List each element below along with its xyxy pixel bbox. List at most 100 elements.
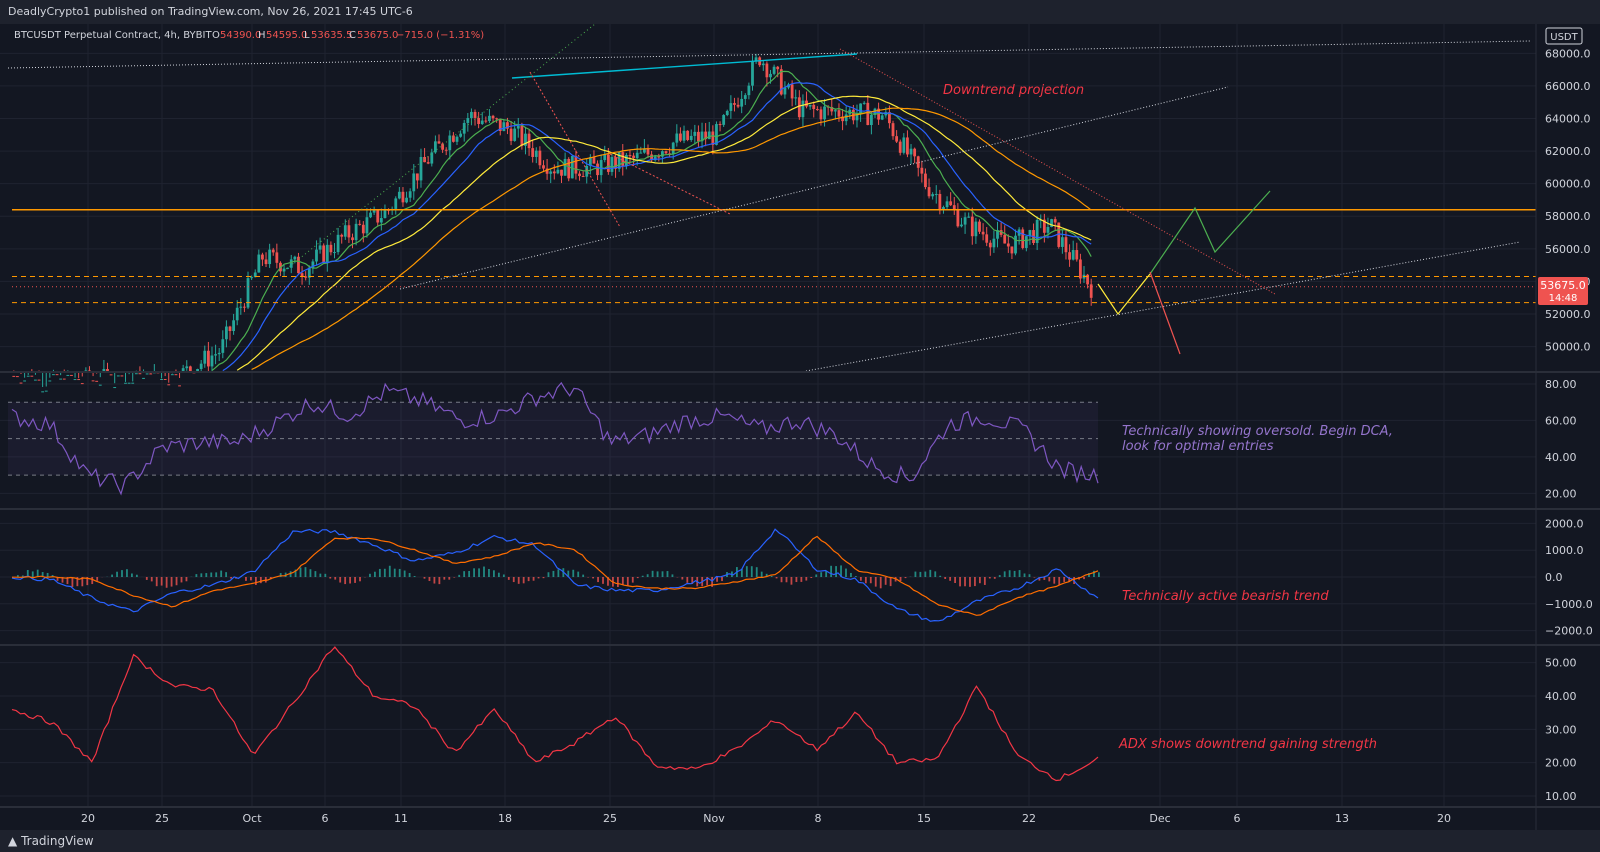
- candle-body: [988, 242, 992, 248]
- macd-histogram-bar: [220, 570, 223, 577]
- candle-body: [560, 169, 563, 176]
- candle-body: [102, 369, 106, 371]
- macd-histogram-bar: [334, 577, 337, 580]
- macd-histogram-bar: [1013, 570, 1016, 577]
- candle-body: [952, 205, 956, 210]
- macd-histogram-bar: [121, 570, 123, 577]
- macd-histogram-bar: [760, 571, 763, 577]
- macd-histogram-bar: [750, 566, 753, 577]
- candle-body: [747, 85, 751, 96]
- candle-body: [365, 217, 369, 234]
- x-axis[interactable]: 20 25 Oct 6 11 18 25 Nov 8 15 22 Dec 6 13 20: [81, 812, 1451, 825]
- candle-body: [686, 130, 690, 140]
- candle-body: [621, 152, 625, 166]
- chart-canvas[interactable]: 68000.066000.064000.062000.060000.058000…: [0, 24, 1600, 830]
- macd-histogram-bar: [31, 571, 34, 577]
- macd-y-tick-label: −2000.0: [1545, 625, 1593, 638]
- candle-body: [48, 380, 52, 382]
- candle-body: [783, 87, 787, 95]
- macd-histogram-bar: [944, 577, 947, 579]
- macd-histogram-bar: [800, 577, 803, 582]
- candle-body: [808, 104, 812, 107]
- macd-histogram-bar: [616, 577, 619, 587]
- macd-histogram-bar: [874, 577, 877, 587]
- macd-histogram-bar: [66, 577, 69, 585]
- candle-body: [1010, 246, 1014, 254]
- macd-histogram-bar: [359, 577, 361, 582]
- macd-histogram-bar: [636, 577, 639, 579]
- macd-pane[interactable]: [11, 528, 1100, 622]
- candle-body: [477, 117, 481, 124]
- macd-histogram-bar: [879, 577, 882, 589]
- macd-histogram-bar: [433, 577, 436, 584]
- macd-histogram-bar: [1038, 577, 1041, 581]
- macd-histogram-bar: [150, 577, 153, 582]
- candle-body: [1021, 229, 1025, 248]
- macd-histogram-bar: [686, 577, 689, 583]
- macd-y-tick-label: 2000.0: [1545, 517, 1584, 530]
- candle-body: [325, 244, 329, 263]
- candle-body: [224, 326, 228, 340]
- candle-body: [527, 133, 531, 149]
- candle-body: [1068, 252, 1071, 260]
- candle-body: [931, 194, 935, 197]
- macd-y-tick-label: 0.0: [1545, 571, 1563, 584]
- candle-body: [891, 123, 895, 137]
- candle-body: [304, 276, 308, 278]
- candle-body: [484, 120, 488, 122]
- adx-pane[interactable]: [11, 646, 1099, 782]
- macd-histogram-bar: [76, 577, 79, 587]
- macd-histogram-bar: [602, 577, 604, 584]
- macd-histogram-bar: [493, 570, 495, 577]
- legend-low: 53635.5: [311, 30, 352, 41]
- candle-body: [895, 136, 899, 142]
- candle-body: [797, 97, 801, 118]
- price-pane[interactable]: [7, 24, 1536, 393]
- candle-body: [711, 131, 715, 145]
- candle-body: [606, 154, 610, 172]
- last-price-tag: [1538, 277, 1588, 305]
- candle-body: [830, 107, 834, 112]
- candle-body: [116, 375, 120, 377]
- candle-body: [106, 369, 109, 371]
- candle-body: [985, 234, 989, 243]
- macd-histogram-bar: [160, 577, 163, 586]
- macd-histogram-bar: [532, 577, 535, 581]
- candle-body: [646, 148, 650, 155]
- candle-body: [509, 128, 513, 141]
- candle-body: [145, 373, 149, 375]
- macd-histogram-bar: [354, 577, 356, 583]
- candle-body: [524, 133, 527, 146]
- macd-histogram-bar: [626, 577, 629, 586]
- candle-body: [635, 152, 639, 159]
- candle-body: [336, 234, 340, 253]
- macd-histogram-bar: [547, 572, 550, 577]
- y-axes[interactable]: 68000.0 66000.0 64000.0 62000.0 60000.0 58000…: [1545, 47, 1593, 803]
- candle-body: [999, 230, 1003, 235]
- candle-body: [322, 245, 326, 263]
- candle-body: [963, 217, 967, 225]
- candle-body: [66, 374, 70, 376]
- candle-body: [743, 95, 747, 99]
- candle-body: [282, 268, 286, 272]
- macd-histogram-bar: [1098, 572, 1100, 577]
- candle-body: [1042, 219, 1046, 233]
- candle-body: [549, 171, 553, 174]
- candle-body: [452, 135, 455, 142]
- macd-histogram-bar: [497, 572, 500, 577]
- candles: [12, 53, 1093, 393]
- macd-histogram-bar: [572, 569, 575, 577]
- candle-body: [163, 378, 167, 380]
- macd-histogram-bar: [691, 577, 694, 584]
- candle-body: [898, 141, 902, 153]
- trendline-lower: [805, 241, 1521, 372]
- rsi-y-tick-label: 20.00: [1545, 487, 1577, 500]
- macd-histogram-bar: [398, 568, 401, 577]
- currency-box[interactable]: [1545, 27, 1583, 45]
- macd-line: [11, 528, 1099, 622]
- candle-body: [790, 84, 794, 99]
- macd-histogram-bar: [319, 573, 322, 577]
- rsi-pane[interactable]: [8, 381, 1099, 496]
- x-tick-label: Oct: [242, 812, 262, 825]
- macd-histogram-bar: [374, 571, 376, 577]
